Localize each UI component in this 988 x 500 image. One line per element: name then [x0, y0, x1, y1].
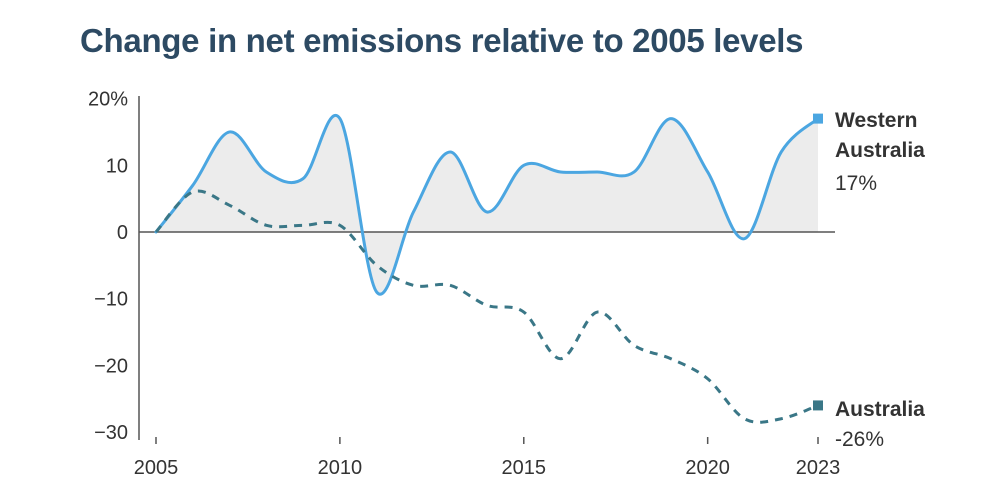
wa-end-marker: [813, 113, 823, 124]
chart-title: Change in net emissions relative to 2005…: [80, 22, 804, 59]
wa-label-line2: Australia: [835, 139, 925, 162]
y-tick-label: −20: [94, 355, 128, 377]
y-tick-label: −30: [94, 422, 128, 444]
australia-end-marker: [813, 400, 823, 411]
wa-end-value: 17%: [835, 172, 877, 195]
wa-label-line1: Western: [835, 109, 917, 132]
y-tick-label: 20%: [88, 89, 128, 111]
australia-series-line: [154, 189, 819, 424]
y-tick-label: 10: [106, 155, 128, 177]
y-tick-label: 0: [117, 222, 128, 244]
x-tick-label: 2010: [318, 457, 363, 479]
x-tick-label: 2015: [502, 457, 547, 479]
australia-end-value: -26%: [835, 428, 884, 451]
australia-label: Australia: [835, 398, 925, 421]
wa-area-fill: [156, 115, 818, 295]
wa-series-line: [154, 114, 820, 296]
x-tick-label: 2020: [685, 457, 730, 479]
y-tick-label: −10: [94, 289, 128, 311]
x-tick-label: 2023: [796, 457, 841, 479]
x-tick-label: 2005: [134, 457, 179, 479]
